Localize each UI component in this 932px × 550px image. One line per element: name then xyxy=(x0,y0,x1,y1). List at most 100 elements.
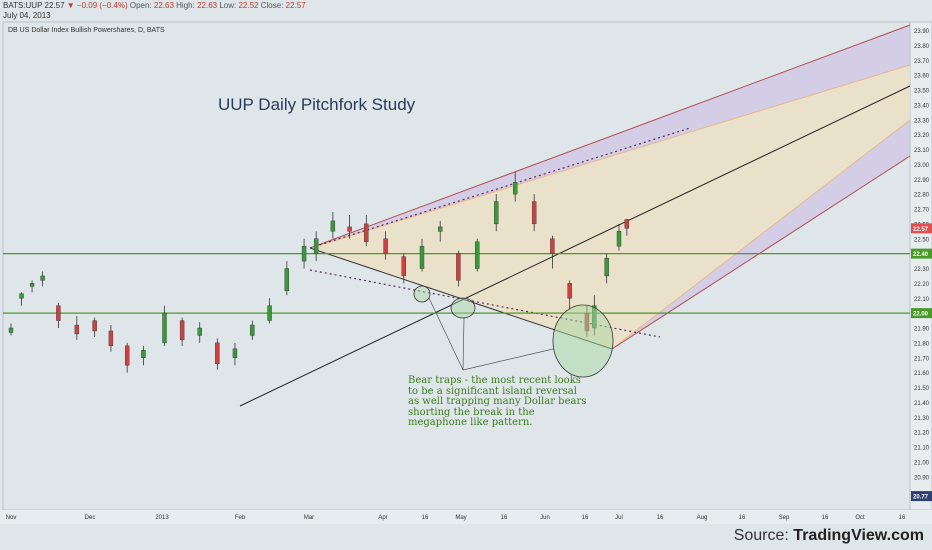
candle-body xyxy=(419,245,425,269)
candle-body xyxy=(250,324,255,336)
candle-body xyxy=(215,342,220,364)
x-tick-label: 2013 xyxy=(155,515,169,521)
x-tick-label: Sep xyxy=(779,515,790,521)
y-tick-label: 21.10 xyxy=(914,446,930,452)
y-tick-label: 22.20 xyxy=(914,282,930,288)
x-tick-label: 16 xyxy=(422,515,429,521)
pitchfork-lower-line xyxy=(611,155,911,350)
pitchfork-upper-line xyxy=(309,24,911,249)
candle-body xyxy=(330,220,336,232)
pitchfork-median-line xyxy=(239,85,911,407)
y-tick-label: 21.80 xyxy=(914,341,930,347)
annotation-pointer-right xyxy=(462,348,554,371)
candle-body xyxy=(494,201,499,225)
y-tick-label: 23.40 xyxy=(914,103,930,109)
price-badge-label: 22.00 xyxy=(913,312,929,318)
candle-body xyxy=(8,327,14,333)
price-badge xyxy=(911,308,932,319)
bear-trap-circle-1 xyxy=(413,285,431,303)
low-value: 22.52 xyxy=(238,1,259,10)
x-tick-label: Jun xyxy=(540,515,550,521)
source-prefix: Source: xyxy=(733,527,794,544)
candle-body xyxy=(74,324,80,335)
candle-body xyxy=(179,320,185,341)
candle-body xyxy=(456,253,461,281)
source-credit: Source: TradingView.com xyxy=(734,527,924,545)
high-label: High: xyxy=(176,1,195,10)
last-price: 22.57 xyxy=(44,1,65,10)
y-tick-label: 23.70 xyxy=(914,59,930,65)
price-badge-label: 22.40 xyxy=(913,252,929,258)
close-value: 22.57 xyxy=(285,1,306,10)
candle-body xyxy=(604,257,609,277)
candle-body xyxy=(141,350,146,358)
low-label: Low: xyxy=(219,1,237,10)
y-tick-label: 22.80 xyxy=(914,193,930,199)
y-tick-label: 23.30 xyxy=(914,118,930,124)
close-label: Close: xyxy=(260,1,284,10)
candle-body xyxy=(512,182,518,195)
y-tick-label: 21.70 xyxy=(914,356,930,362)
candle-body xyxy=(40,275,45,281)
candle-body xyxy=(347,226,352,232)
y-tick-label: 23.80 xyxy=(914,44,930,50)
y-tick-label: 22.50 xyxy=(914,237,930,243)
y-tick-label: 21.30 xyxy=(914,416,930,422)
y-tick-label: 23.90 xyxy=(914,29,930,35)
y-tick-label: 22.70 xyxy=(914,208,930,214)
y-tick-label: 23.60 xyxy=(914,74,930,80)
candle-body xyxy=(162,312,167,344)
x-tick-label: 16 xyxy=(582,515,589,521)
x-tick-label: 16 xyxy=(822,515,829,521)
candle-body xyxy=(475,241,480,269)
price-badge xyxy=(911,248,932,259)
candle-body xyxy=(197,327,202,336)
symbol: BATS:UUP xyxy=(3,1,43,10)
x-tick-label: 16 xyxy=(899,515,906,521)
x-tick-label: Apr xyxy=(378,515,387,521)
y-tick-label: 21.00 xyxy=(914,460,930,466)
candle-body xyxy=(19,293,24,299)
x-tick-label: Dec xyxy=(85,515,96,521)
y-tick-label: 22.10 xyxy=(914,297,930,303)
quote-header: BATS:UUP 22.57 ▼ −0.09 (−0.4%) Open: 22.… xyxy=(3,1,306,10)
y-tick-label: 21.40 xyxy=(914,401,930,407)
x-tick-label: Oct xyxy=(855,515,865,521)
x-tick-label: Nov xyxy=(6,515,17,521)
candle-body xyxy=(364,223,369,242)
price-badge-label: 20.77 xyxy=(913,495,929,501)
candle-body xyxy=(383,238,388,254)
x-tick-label: 16 xyxy=(501,515,508,521)
bear-traps-annotation: Bear traps - the most recent looks to be… xyxy=(408,375,587,428)
candle-body xyxy=(401,256,406,277)
y-tick-label: 22.30 xyxy=(914,267,930,273)
candle-body xyxy=(284,268,290,292)
y-tick-label: 21.20 xyxy=(914,431,930,437)
time-axis xyxy=(0,510,932,524)
open-label: Open: xyxy=(129,1,152,10)
candle-body xyxy=(124,345,130,366)
x-tick-label: Jul xyxy=(615,515,623,521)
price-badge-label: 22.57 xyxy=(913,227,929,233)
y-tick-label: 21.60 xyxy=(914,371,930,377)
candle-body xyxy=(56,305,61,321)
candle-body xyxy=(313,238,319,254)
candle-body xyxy=(438,226,443,232)
x-tick-label: May xyxy=(455,515,466,521)
candle-body xyxy=(232,348,238,358)
x-tick-label: Aug xyxy=(697,515,708,521)
candle-body xyxy=(531,201,537,225)
y-tick-label: 20.90 xyxy=(914,475,930,481)
chart-title: UUP Daily Pitchfork Study xyxy=(218,95,416,114)
y-tick-label: 23.20 xyxy=(914,133,930,139)
y-tick-label: 23.00 xyxy=(914,163,930,169)
price-badge xyxy=(911,491,932,502)
instrument-label: DB US Dollar Index Bullish Powershares, … xyxy=(8,27,165,34)
candle-body xyxy=(550,238,555,254)
candle-body xyxy=(616,231,622,247)
y-tick-label: 21.90 xyxy=(914,327,930,333)
candle-body xyxy=(301,245,307,262)
y-tick-label: 23.10 xyxy=(914,148,930,154)
